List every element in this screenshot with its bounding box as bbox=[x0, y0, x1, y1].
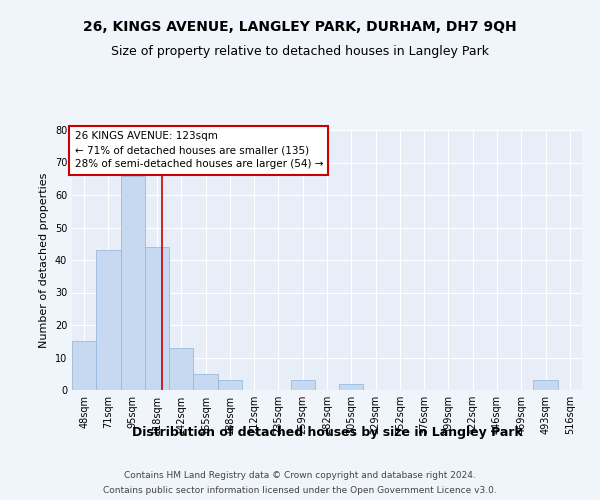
Y-axis label: Number of detached properties: Number of detached properties bbox=[39, 172, 49, 348]
Text: Contains HM Land Registry data © Crown copyright and database right 2024.: Contains HM Land Registry data © Crown c… bbox=[124, 471, 476, 480]
Bar bbox=[72, 341, 96, 390]
Text: 26, KINGS AVENUE, LANGLEY PARK, DURHAM, DH7 9QH: 26, KINGS AVENUE, LANGLEY PARK, DURHAM, … bbox=[83, 20, 517, 34]
Bar bbox=[533, 380, 558, 390]
Bar bbox=[193, 374, 218, 390]
Bar bbox=[96, 250, 121, 390]
Bar bbox=[169, 348, 193, 390]
Bar bbox=[218, 380, 242, 390]
Bar bbox=[290, 380, 315, 390]
Text: Contains public sector information licensed under the Open Government Licence v3: Contains public sector information licen… bbox=[103, 486, 497, 495]
Bar bbox=[339, 384, 364, 390]
Text: 26 KINGS AVENUE: 123sqm
← 71% of detached houses are smaller (135)
28% of semi-d: 26 KINGS AVENUE: 123sqm ← 71% of detache… bbox=[74, 132, 323, 170]
Text: Distribution of detached houses by size in Langley Park: Distribution of detached houses by size … bbox=[131, 426, 523, 439]
Text: Size of property relative to detached houses in Langley Park: Size of property relative to detached ho… bbox=[111, 45, 489, 58]
Bar bbox=[121, 176, 145, 390]
Bar bbox=[145, 247, 169, 390]
